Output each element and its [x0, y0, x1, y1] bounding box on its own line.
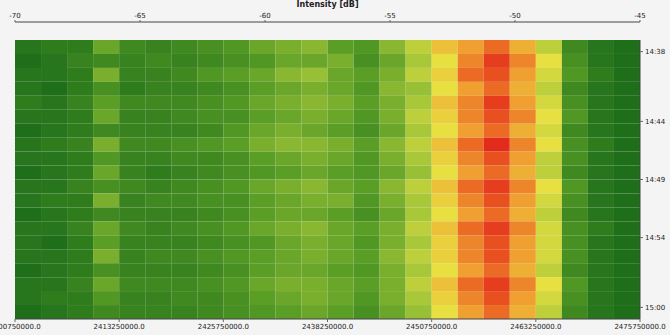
svg-text:-45: -45: [634, 12, 645, 20]
svg-text:2400750000.0: 2400750000.0: [8, 323, 41, 331]
svg-text:2425750000.0: 2425750000.0: [198, 323, 249, 331]
svg-text:2450750000.0: 2450750000.0: [406, 323, 457, 331]
html-text:Intensity [dB]: Intensity [dB]: [296, 0, 359, 9]
svg-text:-65: -65: [134, 12, 145, 20]
svg-text:-60: -60: [259, 12, 270, 20]
svg-text:2463250000.0: 2463250000.0: [510, 323, 561, 331]
svg-text:14:49: 14:49: [645, 176, 662, 184]
svg-text:2475750000.0: 2475750000.0: [614, 323, 662, 331]
svg-text:14:38: 14:38: [645, 48, 662, 56]
svg-text:2438250000.0: 2438250000.0: [302, 323, 353, 331]
svg-text:-50: -50: [509, 12, 520, 20]
svg-text:14:54: 14:54: [645, 234, 662, 242]
svg-text:2413250000.0: 2413250000.0: [94, 323, 145, 331]
svg-text:15:00: 15:00: [645, 304, 662, 312]
svg-text:14:44: 14:44: [645, 118, 662, 126]
svg-text:-55: -55: [384, 12, 395, 20]
svg-text:-70: -70: [9, 12, 20, 20]
